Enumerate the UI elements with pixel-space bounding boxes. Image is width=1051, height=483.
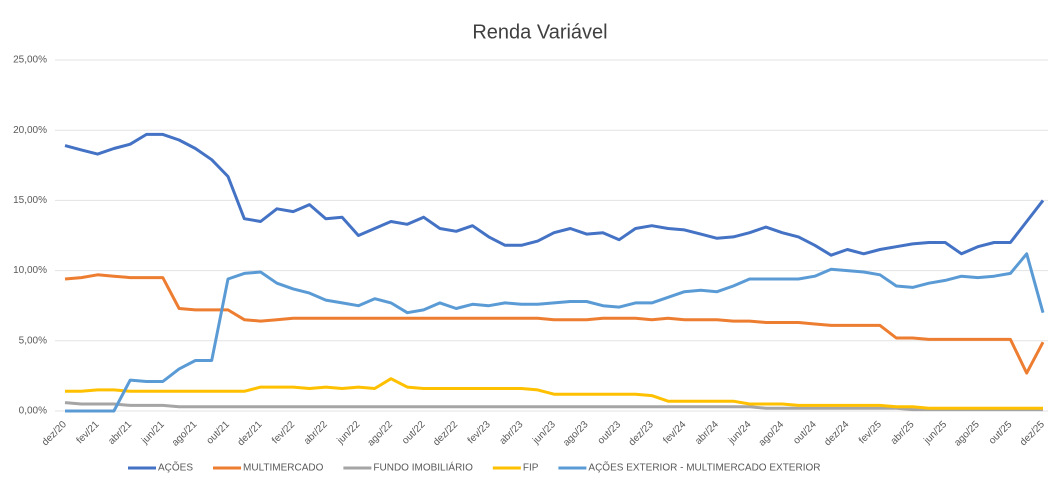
x-tick-label: dez/23 [627, 419, 656, 448]
x-tick-label: ago/23 [561, 419, 591, 449]
legend-label: FIP [523, 463, 539, 474]
x-tick-label: dez/20 [40, 419, 69, 448]
legend-label: AÇÕES [158, 461, 193, 474]
x-tick-label: abr/24 [693, 419, 721, 447]
x-tick-label: jun/23 [530, 419, 558, 447]
series-line [64, 401, 1043, 412]
x-tick-label: ago/25 [952, 419, 982, 449]
series-line [65, 377, 1043, 410]
y-tick-label: 5,00% [19, 335, 47, 346]
x-tick-label: abr/22 [302, 419, 330, 447]
x-tick-label: ago/22 [366, 419, 396, 449]
x-tick-label: out/24 [791, 419, 819, 447]
x-tick-label: fev/24 [661, 419, 688, 446]
y-tick-label: 0,00% [19, 406, 47, 417]
x-tick-label: fev/22 [270, 419, 297, 446]
x-tick-label: dez/24 [822, 419, 851, 448]
x-tick-label: ago/21 [170, 419, 200, 449]
legend-label: AÇÕES EXTERIOR - MULTIMERCADO EXTERIOR [588, 461, 820, 474]
x-tick-label: out/25 [987, 419, 1015, 447]
y-tick-label: 20,00% [13, 125, 47, 136]
y-tick-label: 10,00% [13, 265, 47, 276]
x-tick-label: dez/25 [1018, 419, 1047, 448]
legend-label: MULTIMERCADO [243, 463, 324, 474]
x-tick-label: abr/23 [498, 419, 526, 447]
x-tick-label: fev/23 [466, 419, 493, 446]
chart-title: Renda Variável [472, 21, 607, 43]
x-tick-label: dez/22 [431, 419, 460, 448]
legend-label: FUNDO IMOBILIÁRIO [373, 461, 473, 474]
x-tick-label: fev/25 [857, 419, 884, 446]
x-tick-label: ago/24 [757, 419, 787, 449]
x-tick-label: abr/25 [889, 419, 917, 447]
x-tick-label: out/21 [205, 419, 233, 447]
x-tick-label: abr/21 [106, 419, 134, 447]
x-tick-label: jun/21 [139, 419, 167, 447]
series-line [64, 132, 1045, 257]
x-tick-label: fev/21 [75, 419, 102, 446]
x-tick-label: out/23 [596, 419, 624, 447]
x-tick-label: dez/21 [236, 419, 265, 448]
x-tick-label: out/22 [400, 419, 428, 447]
x-tick-label: jun/22 [335, 419, 363, 447]
y-tick-label: 25,00% [13, 55, 47, 66]
x-tick-label: jun/24 [726, 419, 754, 447]
series-line [65, 252, 1045, 413]
series-line [64, 273, 1045, 375]
x-tick-label: jun/25 [921, 419, 949, 447]
y-tick-label: 15,00% [13, 195, 47, 206]
